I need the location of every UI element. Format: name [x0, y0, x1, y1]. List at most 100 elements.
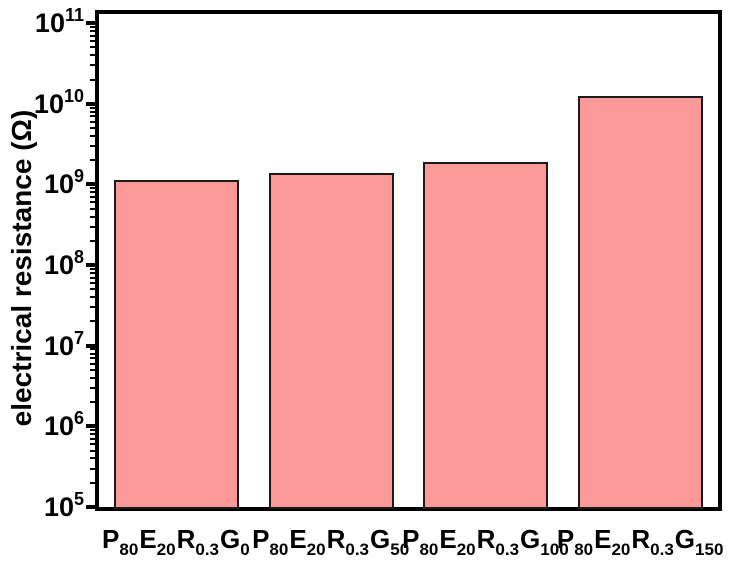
- x-label-subscript: 80: [419, 540, 439, 559]
- y-tick-base: 10: [34, 8, 65, 39]
- x-label-symbol: E: [594, 524, 612, 554]
- y-minor-tick: [90, 120, 95, 123]
- x-label-subscript: 150: [695, 540, 724, 559]
- x-label-symbol: G: [220, 524, 241, 554]
- y-minor-tick: [90, 429, 95, 432]
- y-minor-tick: [90, 267, 95, 270]
- y-minor-tick: [90, 357, 95, 360]
- y-minor-tick: [90, 467, 95, 470]
- x-label-subscript: 0: [240, 540, 250, 559]
- y-minor-tick: [90, 401, 95, 404]
- y-minor-tick: [90, 46, 95, 49]
- y-minor-tick: [90, 64, 95, 67]
- y-minor-tick: [90, 306, 95, 309]
- x-label-symbol: R: [476, 524, 496, 554]
- x-tick-label: P80E20R0.3G100: [402, 524, 570, 559]
- y-minor-tick: [90, 281, 95, 284]
- y-tick-label: 109: [0, 166, 84, 201]
- x-tick-label: P80E20R0.3G50: [252, 524, 410, 559]
- x-label-symbol: E: [139, 524, 157, 554]
- y-minor-tick: [90, 348, 95, 351]
- y-tick-exponent: 8: [73, 247, 84, 268]
- y-minor-tick: [90, 457, 95, 460]
- x-label-symbol: E: [439, 524, 457, 554]
- y-minor-tick: [90, 30, 95, 32]
- y-minor-tick: [90, 352, 95, 355]
- y-tick-base: 10: [43, 411, 74, 442]
- x-label-subscript: 0.3: [650, 540, 674, 559]
- y-minor-tick: [90, 215, 95, 218]
- y-minor-tick: [90, 376, 95, 379]
- y-tick-label: 107: [0, 328, 84, 363]
- x-label-symbol: P: [102, 524, 120, 554]
- y-tick-label: 108: [0, 247, 84, 282]
- y-minor-tick: [90, 320, 95, 323]
- y-minor-tick: [90, 225, 95, 228]
- x-label-subscript: 80: [269, 540, 289, 559]
- y-tick-base: 10: [33, 88, 64, 119]
- x-label-symbol: G: [370, 524, 391, 554]
- y-minor-tick: [90, 187, 95, 190]
- y-major-tick: [86, 21, 95, 26]
- y-minor-tick: [90, 110, 95, 113]
- bar: [113, 179, 239, 509]
- y-tick-label: 105: [0, 489, 84, 524]
- y-tick-base: 10: [43, 169, 74, 200]
- x-label-symbol: G: [674, 524, 696, 554]
- x-label-symbol: R: [631, 524, 651, 554]
- y-tick-base: 10: [43, 330, 74, 361]
- x-label-subscript: 50: [390, 540, 410, 559]
- y-minor-tick: [90, 195, 95, 198]
- x-label-symbol: R: [326, 524, 346, 554]
- y-tick-label: 1010: [0, 85, 84, 121]
- x-label-subscript: 80: [119, 540, 139, 559]
- y-minor-tick: [90, 437, 95, 440]
- y-minor-tick: [90, 191, 95, 194]
- y-minor-tick: [90, 134, 95, 137]
- y-minor-tick: [90, 159, 95, 162]
- y-minor-tick: [90, 207, 95, 210]
- y-minor-tick: [90, 276, 95, 279]
- x-label-subscript: 80: [574, 540, 594, 559]
- y-minor-tick: [90, 433, 95, 436]
- y-minor-tick: [90, 386, 95, 389]
- y-minor-tick: [90, 106, 95, 109]
- y-minor-tick: [90, 288, 95, 291]
- bar: [578, 96, 704, 509]
- x-label-symbol: G: [520, 524, 541, 554]
- x-label-subscript: 20: [456, 540, 476, 559]
- y-tick-exponent: 9: [73, 166, 84, 187]
- y-tick-exponent: 6: [73, 408, 84, 429]
- x-label-subscript: 20: [156, 540, 176, 559]
- y-minor-tick: [90, 78, 95, 81]
- y-tick-label: 106: [0, 408, 84, 443]
- y-minor-tick: [90, 127, 95, 130]
- x-tick-label: P80E20R0.3G0: [102, 524, 251, 559]
- y-minor-tick: [90, 481, 95, 484]
- y-tick-exponent: 10: [63, 85, 84, 106]
- y-major-tick: [86, 101, 95, 106]
- y-major-tick: [86, 263, 95, 268]
- x-label-symbol: P: [252, 524, 270, 554]
- x-label-symbol: P: [402, 524, 420, 554]
- y-minor-tick: [90, 443, 95, 446]
- y-minor-tick: [90, 362, 95, 365]
- bar: [423, 161, 549, 509]
- x-label-symbol: E: [289, 524, 307, 554]
- x-tick-label: P80E20R0.3G150: [556, 524, 725, 559]
- x-label-subscript: 0.3: [195, 540, 219, 559]
- y-major-tick: [86, 424, 95, 429]
- y-minor-tick: [90, 115, 95, 118]
- y-minor-tick: [90, 40, 95, 43]
- y-minor-tick: [90, 25, 95, 28]
- x-label-symbol: R: [176, 524, 196, 554]
- x-label-subscript: 20: [306, 540, 326, 559]
- x-label-subscript: 100: [540, 540, 569, 559]
- y-minor-tick: [90, 239, 95, 242]
- y-tick-exponent: 11: [64, 5, 84, 26]
- x-label-subscript: 0.3: [495, 540, 520, 559]
- y-minor-tick: [90, 449, 95, 452]
- x-label-symbol: P: [556, 524, 575, 554]
- y-minor-tick: [90, 296, 95, 299]
- x-label-subscript: 0.3: [345, 540, 370, 559]
